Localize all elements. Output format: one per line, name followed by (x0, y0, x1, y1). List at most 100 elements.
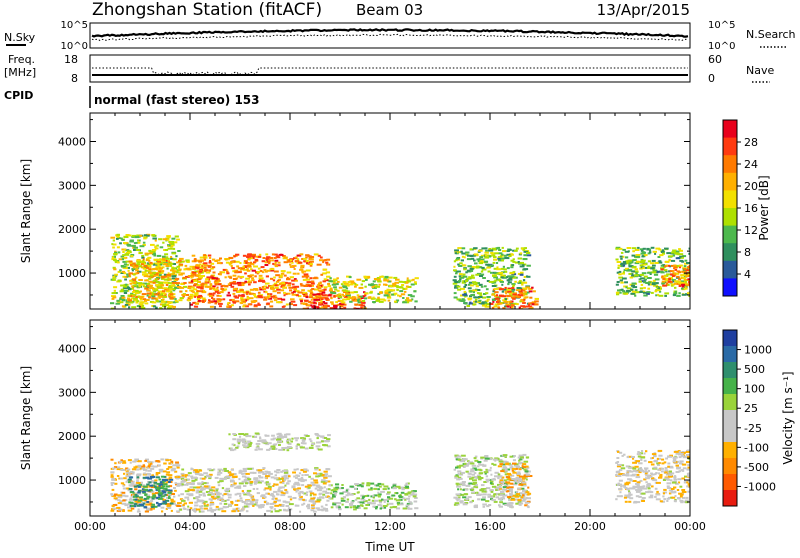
heatmap-cell (652, 453, 657, 455)
heatmap-cell (661, 470, 664, 472)
heatmap-cell (484, 261, 488, 263)
heatmap-cell (339, 492, 343, 494)
heatmap-cell (470, 268, 474, 270)
heatmap-cell (326, 271, 330, 273)
heatmap-cell (178, 495, 180, 497)
heatmap-cell (252, 499, 255, 501)
heatmap-cell (320, 257, 323, 259)
colorbar-segment (723, 138, 737, 156)
heatmap-cell (518, 258, 523, 260)
heatmap-cell (286, 278, 290, 280)
heatmap-cell (251, 279, 254, 281)
heatmap-cell (627, 260, 632, 262)
heatmap-cell (183, 277, 187, 279)
heatmap-cell (172, 284, 175, 286)
heatmap-cell (282, 486, 285, 488)
heatmap-cell (236, 486, 239, 488)
heatmap-cell (247, 253, 252, 255)
heatmap-cell (207, 494, 211, 496)
heatmap-cell (178, 299, 182, 301)
heatmap-cell (162, 481, 165, 483)
heatmap-cell (512, 463, 517, 465)
heatmap-cell (300, 447, 305, 449)
heatmap-cell (143, 473, 146, 475)
heatmap-cell (506, 476, 510, 478)
colorbar-tick-label: 12 (744, 224, 758, 237)
heatmap-cell (125, 284, 127, 286)
heatmap-cell (266, 502, 269, 504)
heatmap-cell (294, 437, 299, 439)
heatmap-cell (151, 297, 154, 299)
heatmap-cell (485, 250, 488, 252)
heatmap-cell (266, 481, 269, 483)
heatmap-cell (481, 484, 485, 486)
heatmap-cell (157, 255, 162, 257)
heatmap-cell (223, 468, 227, 470)
heatmap-cell (503, 266, 505, 268)
heatmap-cell (481, 267, 484, 269)
heatmap-cell (269, 286, 273, 288)
heatmap-cell (202, 478, 206, 480)
heatmap-cell (507, 503, 510, 505)
heatmap-cell (325, 504, 327, 506)
heatmap-cell (116, 507, 120, 509)
heatmap-cell (213, 300, 217, 302)
heatmap-cell (291, 438, 293, 440)
heatmap-cell (284, 257, 288, 259)
heatmap-cell (120, 469, 125, 471)
heatmap-cell (131, 306, 136, 308)
heatmap-cell (520, 262, 524, 264)
heatmap-cell (275, 274, 280, 276)
heatmap-cell (406, 498, 410, 500)
heatmap-cell (150, 244, 155, 246)
heatmap-cell (352, 296, 356, 298)
heatmap-cell (198, 290, 203, 292)
heatmap-cell (619, 452, 622, 454)
ytick-label: 1000 (58, 267, 86, 280)
heatmap-cell (402, 497, 405, 499)
heatmap-cell (505, 257, 510, 259)
heatmap-cell (153, 494, 156, 496)
heatmap-cell (487, 299, 490, 301)
heatmap-cell (465, 284, 468, 286)
heatmap-cell (293, 304, 297, 306)
heatmap-cell (168, 474, 173, 476)
heatmap-cell (489, 281, 494, 283)
heatmap-cell (131, 481, 134, 483)
heatmap-cell (391, 495, 395, 497)
heatmap-cell (336, 283, 339, 285)
heatmap-cell (232, 444, 235, 446)
heatmap-cell (160, 284, 164, 286)
heatmap-cell (674, 272, 676, 274)
heatmap-cell (310, 302, 313, 304)
heatmap-cell (453, 269, 457, 271)
heatmap-cell (637, 474, 640, 476)
heatmap-cell (172, 241, 174, 243)
heatmap-cell (113, 268, 116, 270)
heatmap-cell (133, 274, 135, 276)
heatmap-cell (310, 498, 315, 500)
nsky-label: N.Sky (4, 31, 36, 44)
heatmap-cell (265, 271, 268, 273)
heatmap-cell (242, 284, 245, 286)
heatmap-cell (459, 500, 464, 502)
heatmap-cell (123, 272, 126, 274)
heatmap-cell (172, 282, 177, 284)
heatmap-cell (301, 480, 305, 482)
heatmap-cell (490, 265, 494, 267)
heatmap-cell (479, 275, 483, 277)
heatmap-cell (383, 505, 388, 507)
heatmap-cell (397, 295, 399, 297)
heatmap-cell (526, 252, 530, 254)
heatmap-cell (507, 306, 510, 308)
heatmap-cell (201, 277, 203, 279)
heatmap-cell (145, 253, 150, 255)
heatmap-cell (229, 264, 231, 266)
heatmap-cell (462, 264, 465, 266)
heatmap-cell (527, 265, 531, 267)
heatmap-cell (303, 503, 305, 505)
heatmap-cell (499, 463, 503, 465)
heatmap-cell (467, 258, 471, 260)
heatmap-cell (314, 482, 318, 484)
heatmap-cell (283, 501, 286, 503)
